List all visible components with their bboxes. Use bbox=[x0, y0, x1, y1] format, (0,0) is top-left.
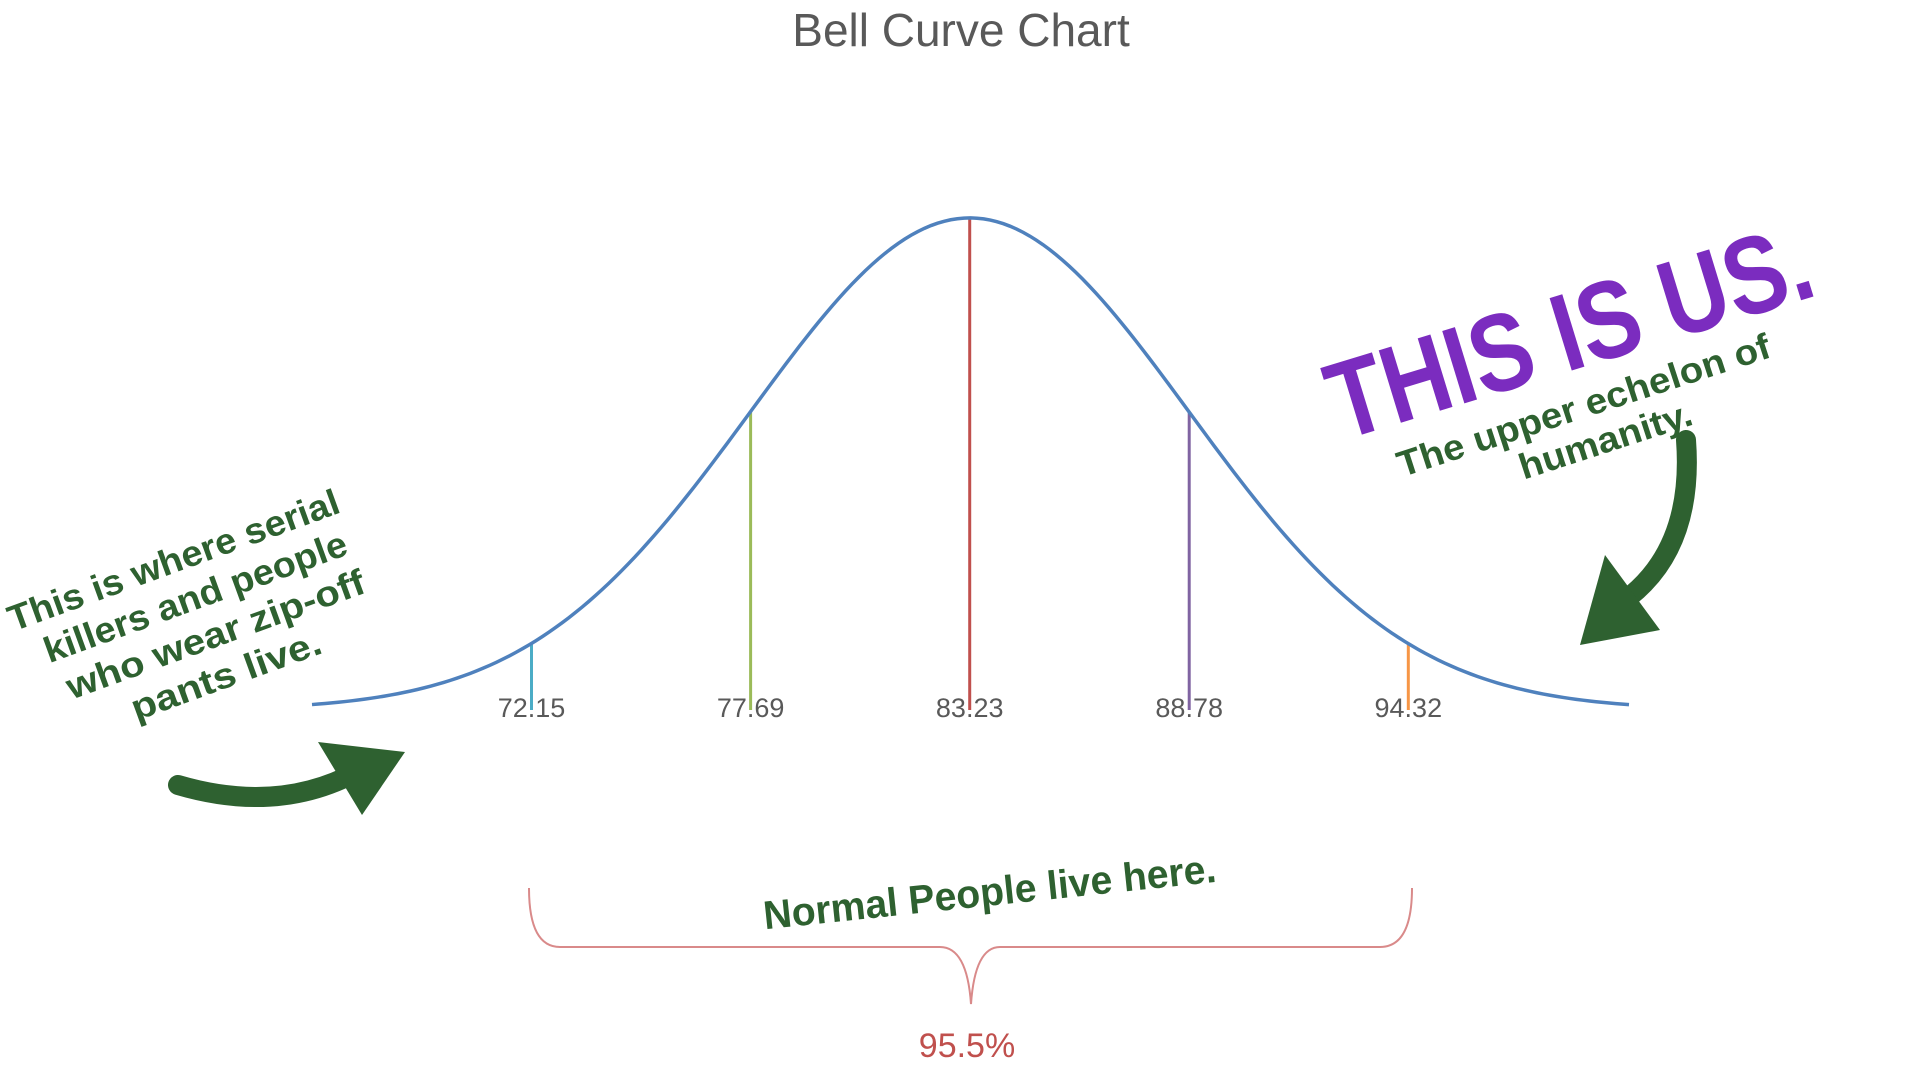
x-tick-label: 77.69 bbox=[717, 693, 785, 723]
bracket-label: 95.5% bbox=[919, 1027, 1015, 1065]
left-annotation: This is where serial killers and people … bbox=[2, 481, 371, 729]
normal-annotation: Normal People live here. bbox=[761, 847, 1218, 938]
bracket bbox=[528, 887, 1413, 1005]
normal-text: Normal People live here. bbox=[761, 847, 1218, 938]
x-tick-label: 83.23 bbox=[936, 693, 1004, 723]
x-tick-label: 94.32 bbox=[1375, 693, 1443, 723]
bell-curve bbox=[311, 216, 1630, 707]
x-tick-label: 72.15 bbox=[498, 693, 566, 723]
right-arrow bbox=[1580, 430, 1697, 645]
x-tick-label: 88.78 bbox=[1155, 693, 1223, 723]
left-arrow bbox=[168, 742, 405, 815]
chart-title: Bell Curve Chart bbox=[792, 4, 1130, 56]
